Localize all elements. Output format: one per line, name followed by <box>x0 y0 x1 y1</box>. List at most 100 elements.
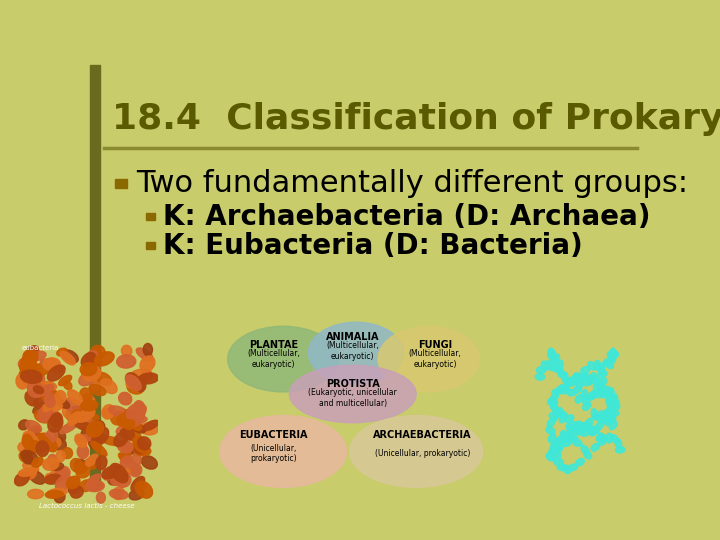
Ellipse shape <box>583 373 592 381</box>
Ellipse shape <box>611 348 617 358</box>
Ellipse shape <box>113 487 124 500</box>
Ellipse shape <box>557 360 563 369</box>
Ellipse shape <box>555 386 563 394</box>
Ellipse shape <box>553 410 562 417</box>
Ellipse shape <box>554 459 564 465</box>
Ellipse shape <box>598 433 605 442</box>
Ellipse shape <box>96 492 105 503</box>
Ellipse shape <box>26 421 42 433</box>
Ellipse shape <box>571 374 580 382</box>
Ellipse shape <box>120 458 140 475</box>
Ellipse shape <box>50 413 63 428</box>
Ellipse shape <box>127 382 143 394</box>
Ellipse shape <box>598 410 608 417</box>
Ellipse shape <box>56 450 65 462</box>
Ellipse shape <box>68 411 81 425</box>
Ellipse shape <box>45 389 60 403</box>
Text: 18.4  Classification of Prokaryotes: 18.4 Classification of Prokaryotes <box>112 102 720 136</box>
Ellipse shape <box>48 415 63 432</box>
Ellipse shape <box>91 376 100 391</box>
Text: K: Archaebacteria (D: Archaea): K: Archaebacteria (D: Archaea) <box>163 202 651 231</box>
Ellipse shape <box>567 434 575 443</box>
Ellipse shape <box>611 403 620 409</box>
Ellipse shape <box>546 360 552 370</box>
Ellipse shape <box>609 401 618 408</box>
Ellipse shape <box>82 365 96 377</box>
Ellipse shape <box>551 440 559 447</box>
Ellipse shape <box>19 362 32 375</box>
Ellipse shape <box>586 418 593 428</box>
Ellipse shape <box>611 435 618 443</box>
Ellipse shape <box>350 416 482 487</box>
Ellipse shape <box>23 453 32 464</box>
Ellipse shape <box>62 448 73 458</box>
Ellipse shape <box>610 410 619 417</box>
Ellipse shape <box>608 415 616 423</box>
Ellipse shape <box>548 352 557 360</box>
Ellipse shape <box>57 348 67 356</box>
Ellipse shape <box>48 454 57 467</box>
Ellipse shape <box>220 416 346 487</box>
Ellipse shape <box>616 447 625 453</box>
Ellipse shape <box>566 421 573 430</box>
Ellipse shape <box>45 393 55 408</box>
Text: K: Eubacteria (D: Bacteria): K: Eubacteria (D: Bacteria) <box>163 232 583 260</box>
Ellipse shape <box>133 401 145 416</box>
Ellipse shape <box>55 467 70 481</box>
Ellipse shape <box>30 441 42 451</box>
Ellipse shape <box>609 402 616 411</box>
Ellipse shape <box>125 375 141 390</box>
Ellipse shape <box>549 396 556 406</box>
Ellipse shape <box>47 397 56 406</box>
Ellipse shape <box>591 376 599 384</box>
Ellipse shape <box>74 460 87 473</box>
Ellipse shape <box>23 371 38 387</box>
Ellipse shape <box>582 390 588 400</box>
Ellipse shape <box>578 374 588 381</box>
Ellipse shape <box>581 446 589 454</box>
Ellipse shape <box>564 379 572 386</box>
Ellipse shape <box>75 421 93 431</box>
Ellipse shape <box>602 414 609 423</box>
Ellipse shape <box>86 354 96 367</box>
Ellipse shape <box>31 352 46 361</box>
Ellipse shape <box>141 456 158 469</box>
Ellipse shape <box>52 437 61 447</box>
Ellipse shape <box>33 403 47 414</box>
Ellipse shape <box>561 430 567 440</box>
Text: PROTISTA: PROTISTA <box>326 379 379 389</box>
Ellipse shape <box>129 377 144 387</box>
Ellipse shape <box>132 453 141 467</box>
Ellipse shape <box>89 434 106 443</box>
Ellipse shape <box>561 434 569 442</box>
Ellipse shape <box>42 402 63 412</box>
Ellipse shape <box>85 458 97 469</box>
Ellipse shape <box>88 415 99 424</box>
Ellipse shape <box>551 402 557 411</box>
Ellipse shape <box>590 390 597 399</box>
Ellipse shape <box>134 440 148 454</box>
Ellipse shape <box>129 489 144 500</box>
Ellipse shape <box>75 434 94 442</box>
Text: PLANTAE: PLANTAE <box>249 340 298 350</box>
Text: (Multicellular,
eukaryotic): (Multicellular, eukaryotic) <box>326 341 379 361</box>
Ellipse shape <box>549 413 557 421</box>
Ellipse shape <box>14 472 30 486</box>
Ellipse shape <box>609 421 617 430</box>
Ellipse shape <box>535 374 545 380</box>
Ellipse shape <box>609 350 618 357</box>
Text: (Unicellular,
prokaryotic): (Unicellular, prokaryotic) <box>251 444 297 463</box>
Ellipse shape <box>608 352 615 361</box>
Ellipse shape <box>76 468 90 478</box>
Ellipse shape <box>553 408 562 414</box>
Ellipse shape <box>588 392 595 401</box>
Ellipse shape <box>552 390 559 399</box>
Ellipse shape <box>563 465 570 474</box>
Ellipse shape <box>45 474 61 484</box>
Ellipse shape <box>102 409 112 419</box>
Ellipse shape <box>551 365 560 372</box>
Ellipse shape <box>110 463 128 483</box>
Ellipse shape <box>136 348 153 360</box>
Ellipse shape <box>55 430 66 442</box>
Ellipse shape <box>88 474 101 484</box>
